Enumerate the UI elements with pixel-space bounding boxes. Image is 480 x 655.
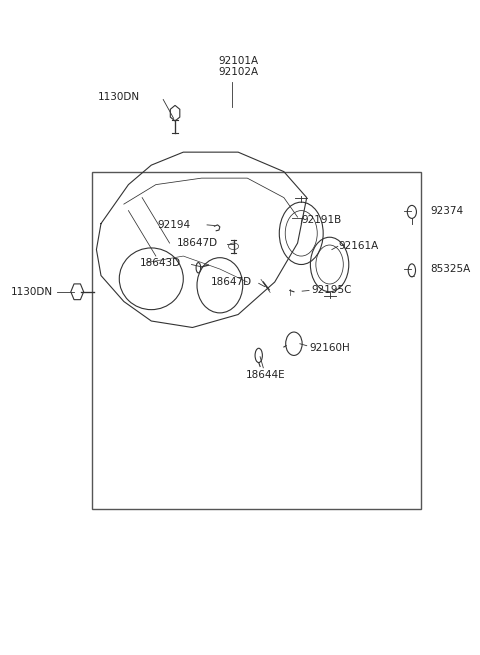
Text: 1130DN: 1130DN: [11, 287, 53, 297]
Bar: [92, 172, 421, 510]
Text: 85325A: 85325A: [430, 264, 470, 274]
Text: 1130DN: 1130DN: [98, 92, 140, 102]
Text: 92195C: 92195C: [312, 285, 352, 295]
Text: 92160H: 92160H: [309, 343, 350, 353]
Text: 18647D: 18647D: [211, 277, 252, 287]
Text: 92374: 92374: [430, 206, 463, 215]
Text: 18644E: 18644E: [246, 369, 286, 380]
Text: 18643D: 18643D: [140, 257, 181, 267]
Text: 92194: 92194: [157, 220, 190, 230]
Text: 92101A
92102A: 92101A 92102A: [218, 56, 258, 77]
Text: 18647D: 18647D: [177, 238, 217, 248]
Text: 92161A: 92161A: [339, 241, 379, 252]
Text: 92191B: 92191B: [301, 215, 341, 225]
